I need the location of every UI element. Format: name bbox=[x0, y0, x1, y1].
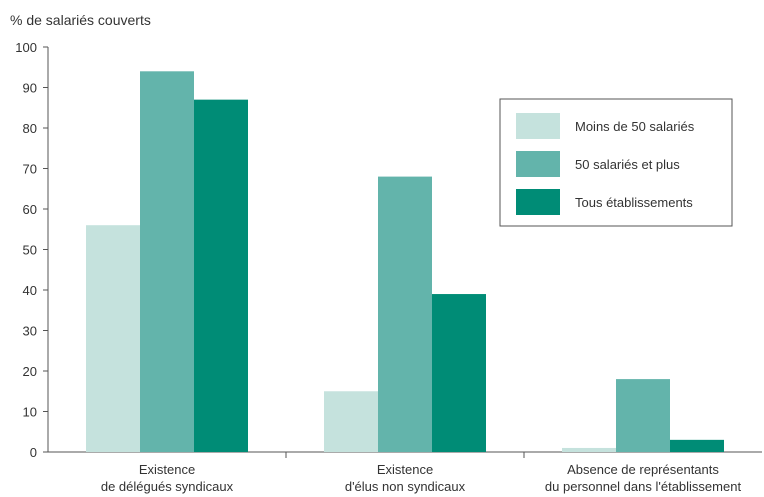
y-tick-label: 0 bbox=[30, 445, 37, 460]
bar bbox=[140, 71, 194, 453]
legend[interactable]: Moins de 50 salariés 50 salariés et plus T… bbox=[499, 98, 733, 227]
bar bbox=[378, 176, 432, 452]
bars bbox=[86, 71, 724, 453]
y-tick-label: 60 bbox=[23, 202, 37, 217]
x-axis bbox=[48, 451, 762, 458]
bar bbox=[432, 294, 486, 452]
y-tick-label: 70 bbox=[23, 162, 37, 177]
x-category-label: d'élus non syndicaux bbox=[345, 479, 466, 494]
y-tick-label: 80 bbox=[23, 121, 37, 136]
x-category-label: Existence bbox=[139, 462, 195, 477]
bar bbox=[324, 391, 378, 452]
legend-swatch bbox=[516, 113, 560, 139]
bar bbox=[86, 225, 140, 452]
x-category-label: du personnel dans l'établissement bbox=[545, 479, 742, 494]
bar bbox=[194, 99, 248, 453]
x-category-label: Existence bbox=[377, 462, 433, 477]
legend-label: 50 salariés et plus bbox=[575, 157, 680, 172]
y-tick-label: 20 bbox=[23, 364, 37, 379]
legend-swatch bbox=[516, 189, 560, 215]
y-tick-label: 10 bbox=[23, 405, 37, 420]
y-tick-label: 40 bbox=[23, 283, 37, 298]
category-labels: Existence de délégués syndicaux Existence d… bbox=[101, 462, 742, 494]
legend-label: Moins de 50 salariés bbox=[575, 119, 695, 134]
y-tick-label: 50 bbox=[23, 243, 37, 258]
x-category-label: Absence de représentants bbox=[567, 462, 719, 477]
bar bbox=[562, 447, 616, 452]
y-axis: 0 10 20 30 40 50 60 70 80 90 100 bbox=[15, 40, 49, 460]
x-category-label: de délégués syndicaux bbox=[101, 479, 234, 494]
bar bbox=[670, 439, 724, 452]
legend-label: Tous établissements bbox=[575, 195, 693, 210]
legend-swatch bbox=[516, 151, 560, 177]
y-tick-label: 90 bbox=[23, 81, 37, 96]
y-tick-label: 30 bbox=[23, 324, 37, 339]
y-axis-title: % de salariés couverts bbox=[10, 12, 151, 28]
bar bbox=[616, 379, 670, 452]
y-tick-label: 100 bbox=[15, 40, 37, 55]
